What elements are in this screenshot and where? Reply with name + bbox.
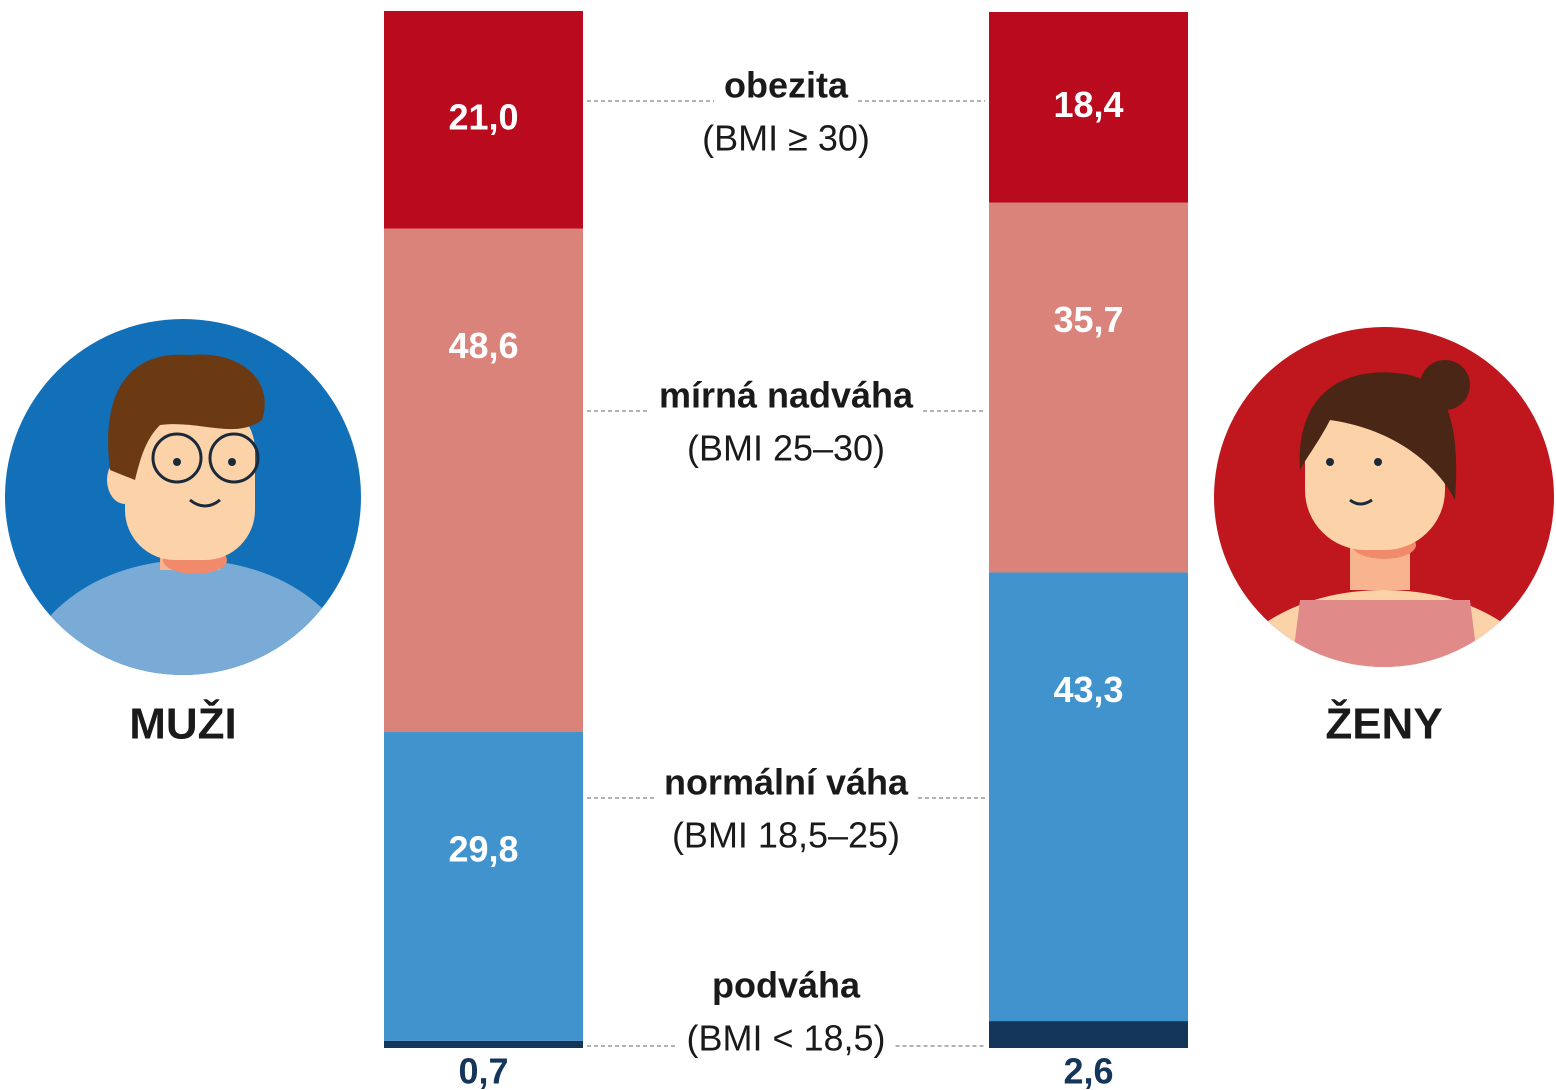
category-label: MUŽI: [129, 699, 237, 749]
value-label: 35,7: [1053, 299, 1123, 340]
bar-segment: [384, 229, 583, 732]
chart: MUŽI 0,7 29,8 48,6 21,0 ŽENY 2,6 43,3 35,7 18,4 po…: [0, 0, 1556, 1090]
category-label: ŽENY: [1325, 699, 1442, 749]
bar-segment: [989, 203, 1188, 573]
value-label: 48,6: [448, 325, 518, 366]
value-label: 21,0: [448, 96, 518, 137]
bar-segment: [384, 1041, 583, 1048]
bar-segment: [384, 732, 583, 1041]
value-label: 18,4: [1053, 84, 1123, 125]
series-sublabel: (BMI < 18,5): [686, 1018, 885, 1059]
series-name: podváha: [712, 965, 861, 1006]
series-name: obezita: [724, 65, 849, 106]
value-label: 29,8: [448, 829, 518, 870]
bar-segment: [989, 1021, 1188, 1048]
series-sublabel: (BMI 18,5–25): [672, 815, 900, 856]
series-sublabel: (BMI 25–30): [687, 428, 885, 469]
value-label: 43,3: [1053, 669, 1123, 710]
bar-segment: [989, 572, 1188, 1021]
series-sublabel: (BMI ≥ 30): [702, 118, 870, 159]
value-label: 0,7: [458, 1051, 508, 1090]
page: MUŽI 0,7 29,8 48,6 21,0 ŽENY 2,6 43,3 35,7 18,4 po…: [0, 0, 1556, 1090]
value-label: 2,6: [1063, 1051, 1113, 1090]
series-name: normální váha: [664, 762, 909, 803]
series-name: mírná nadváha: [659, 375, 914, 416]
